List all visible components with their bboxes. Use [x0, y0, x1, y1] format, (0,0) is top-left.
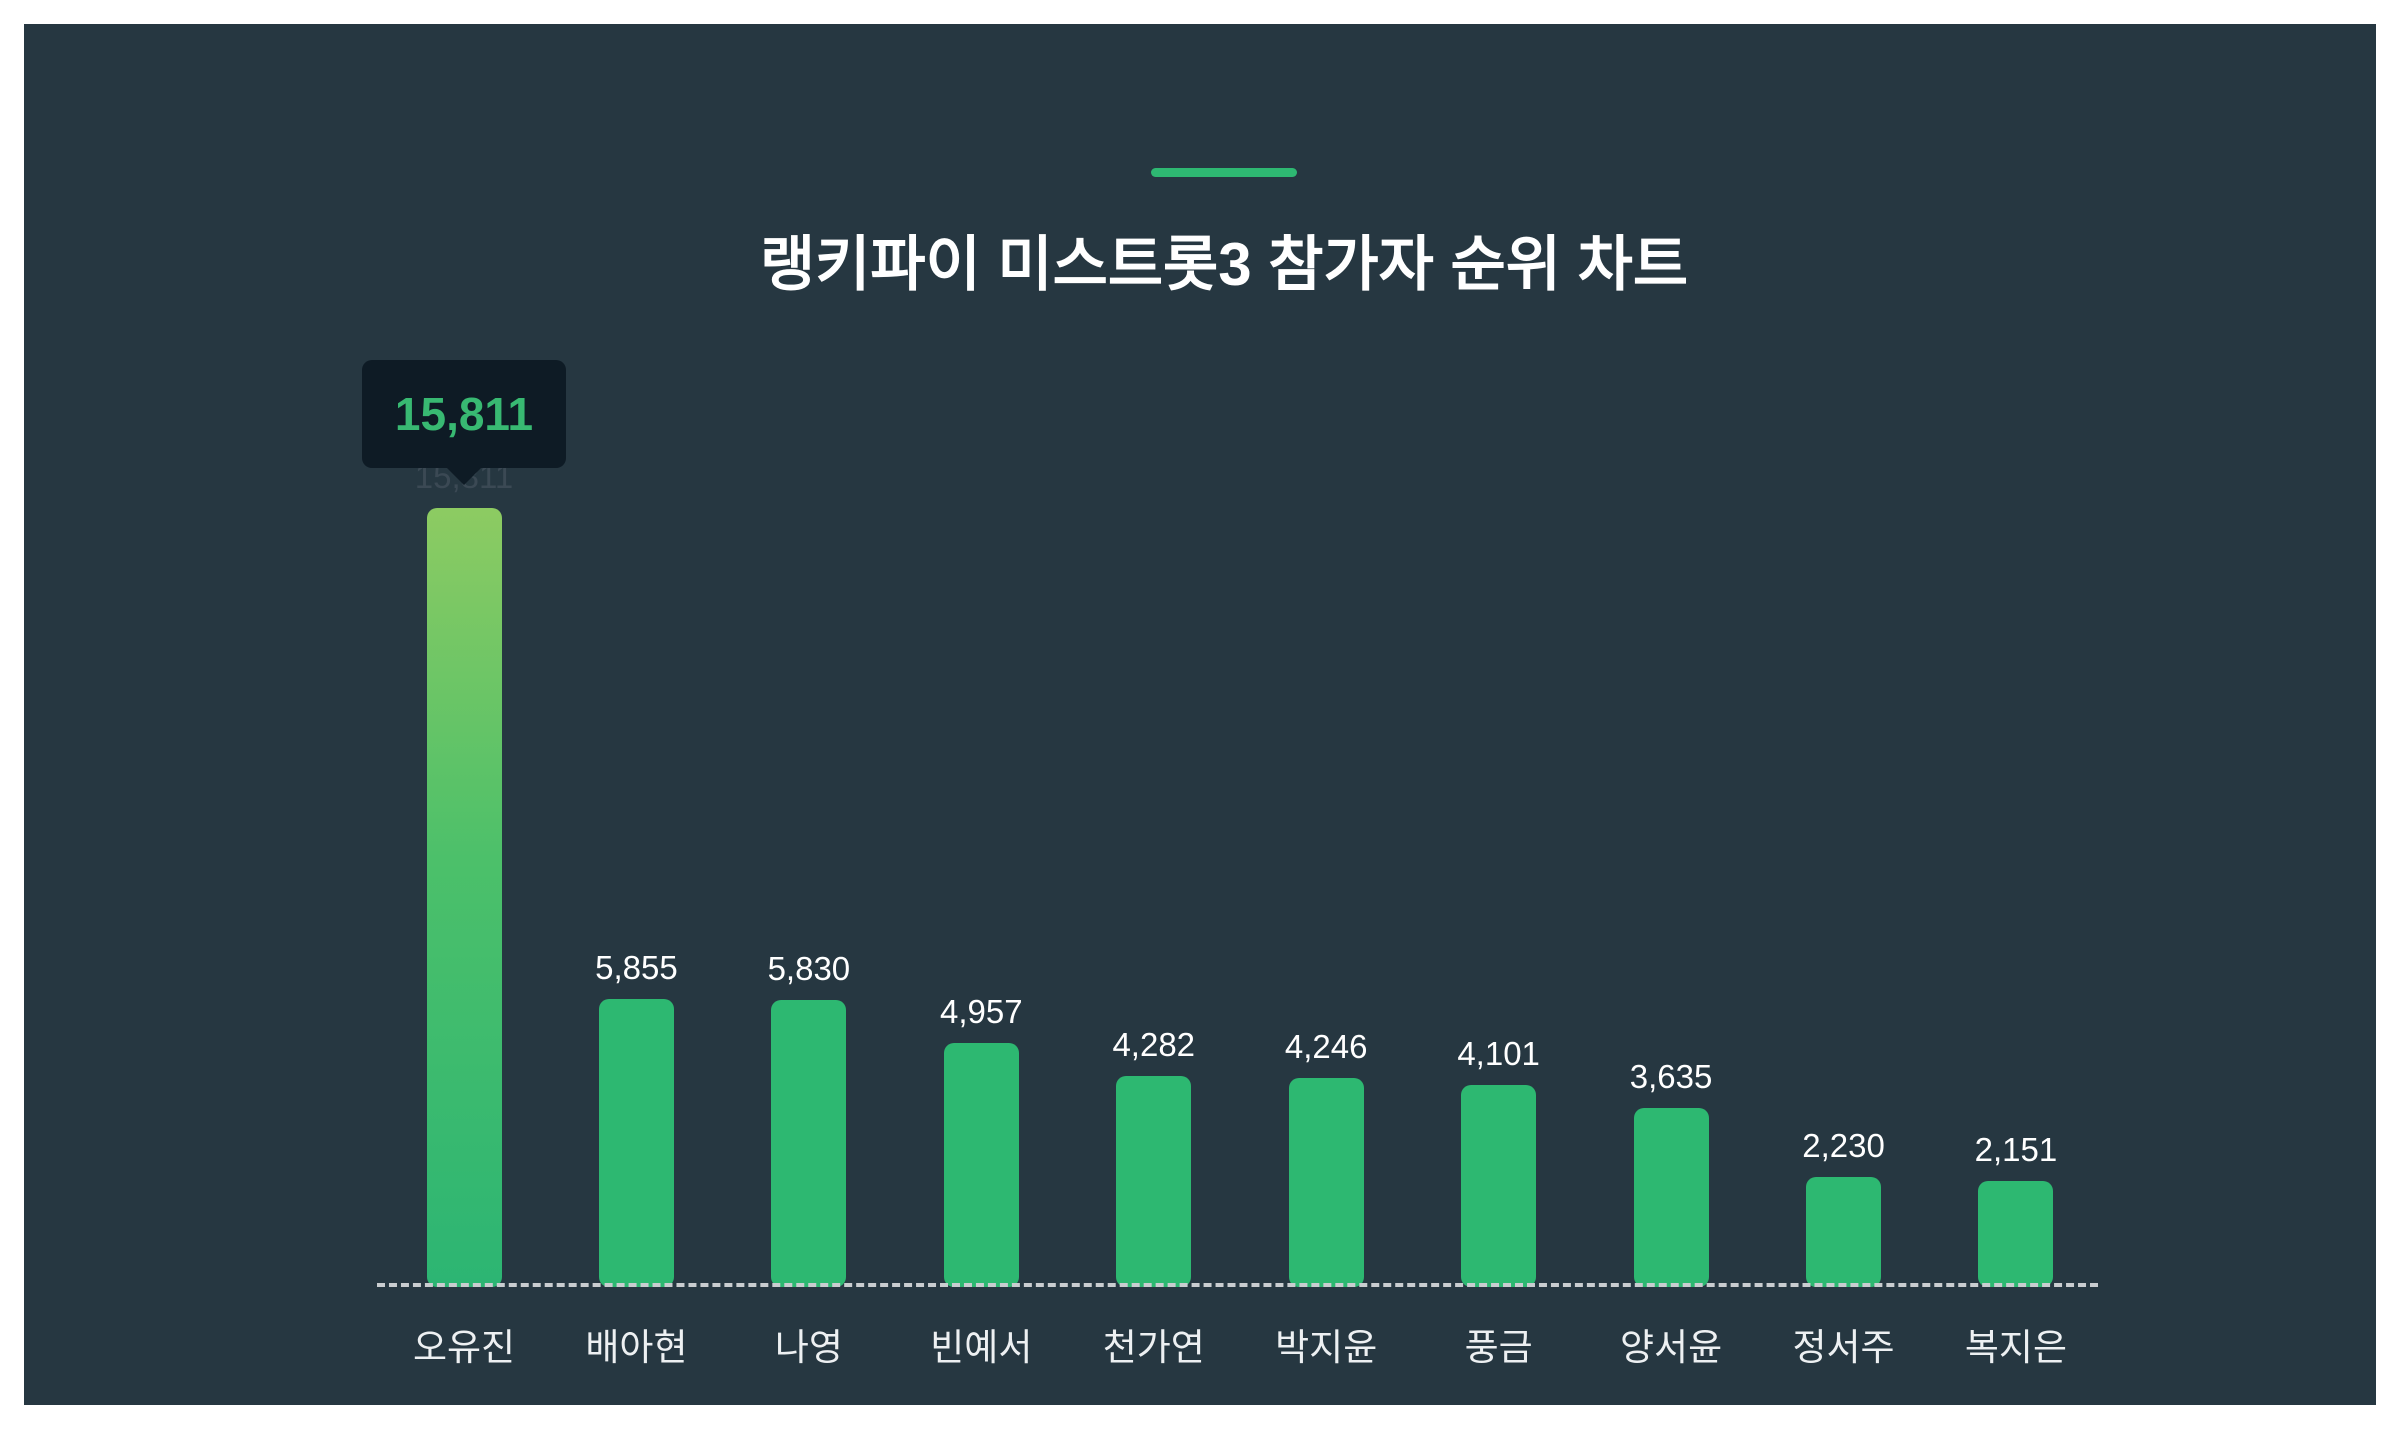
bar-7[interactable] [1461, 1085, 1537, 1287]
bar-10[interactable] [1978, 1181, 2054, 1287]
chart-panel: 랭키파이 미스트롯3 참가자 순위 차트 15,811 15,811 오유진 5,8… [24, 24, 2376, 1405]
bar-value-label: 5,855 [595, 949, 678, 986]
bar-9[interactable] [1806, 1177, 1882, 1287]
bar-value-label: 4,282 [1112, 1026, 1196, 1063]
bar-value-label: 2,230 [1802, 1127, 1885, 1164]
x-axis-label: 오유진 [412, 1327, 516, 1368]
value-tooltip: 15,811 [362, 360, 566, 485]
bar-value-label: 4,101 [1457, 1035, 1540, 1072]
bar-6[interactable] [1288, 1078, 1364, 1287]
x-axis-label: 양서윤 [1620, 1327, 1723, 1368]
title-accent-line [1151, 168, 1297, 177]
bar-2[interactable] [598, 999, 674, 1287]
tooltip-arrow-icon [446, 467, 482, 485]
bar-value-label: 2,151 [1974, 1131, 2058, 1168]
bar-3[interactable] [771, 1000, 847, 1287]
x-axis-label: 천가연 [1102, 1327, 1205, 1368]
x-axis-label: 빈예서 [930, 1327, 1033, 1368]
x-axis-baseline [377, 1283, 2098, 1287]
x-axis-label: 배아현 [585, 1327, 688, 1368]
bar-value-label: 5,830 [767, 950, 851, 987]
bar-4[interactable] [943, 1043, 1019, 1287]
x-axis-label: 정서주 [1792, 1327, 1895, 1368]
bar-5[interactable] [1116, 1076, 1192, 1287]
bar-chart: 15,811 15,811 오유진 5,855 배아현 5,830 나영 4,957 빈예서 4… [24, 24, 2400, 1440]
x-axis-label: 복지은 [1964, 1327, 2068, 1368]
x-axis-label: 나영 [774, 1327, 843, 1368]
tooltip-value: 15,811 [394, 388, 534, 440]
bar-value-label: 4,957 [940, 993, 1023, 1030]
bar-value-label: 3,635 [1629, 1058, 1713, 1095]
bar-1[interactable] [426, 508, 502, 1287]
bar-8[interactable] [1633, 1108, 1709, 1287]
bar-value-label: 4,246 [1284, 1028, 1368, 1065]
chart-title: 랭키파이 미스트롯3 참가자 순위 차트 [759, 231, 1689, 298]
x-axis-label: 박지윤 [1275, 1327, 1378, 1368]
x-axis-label: 풍금 [1464, 1327, 1533, 1368]
